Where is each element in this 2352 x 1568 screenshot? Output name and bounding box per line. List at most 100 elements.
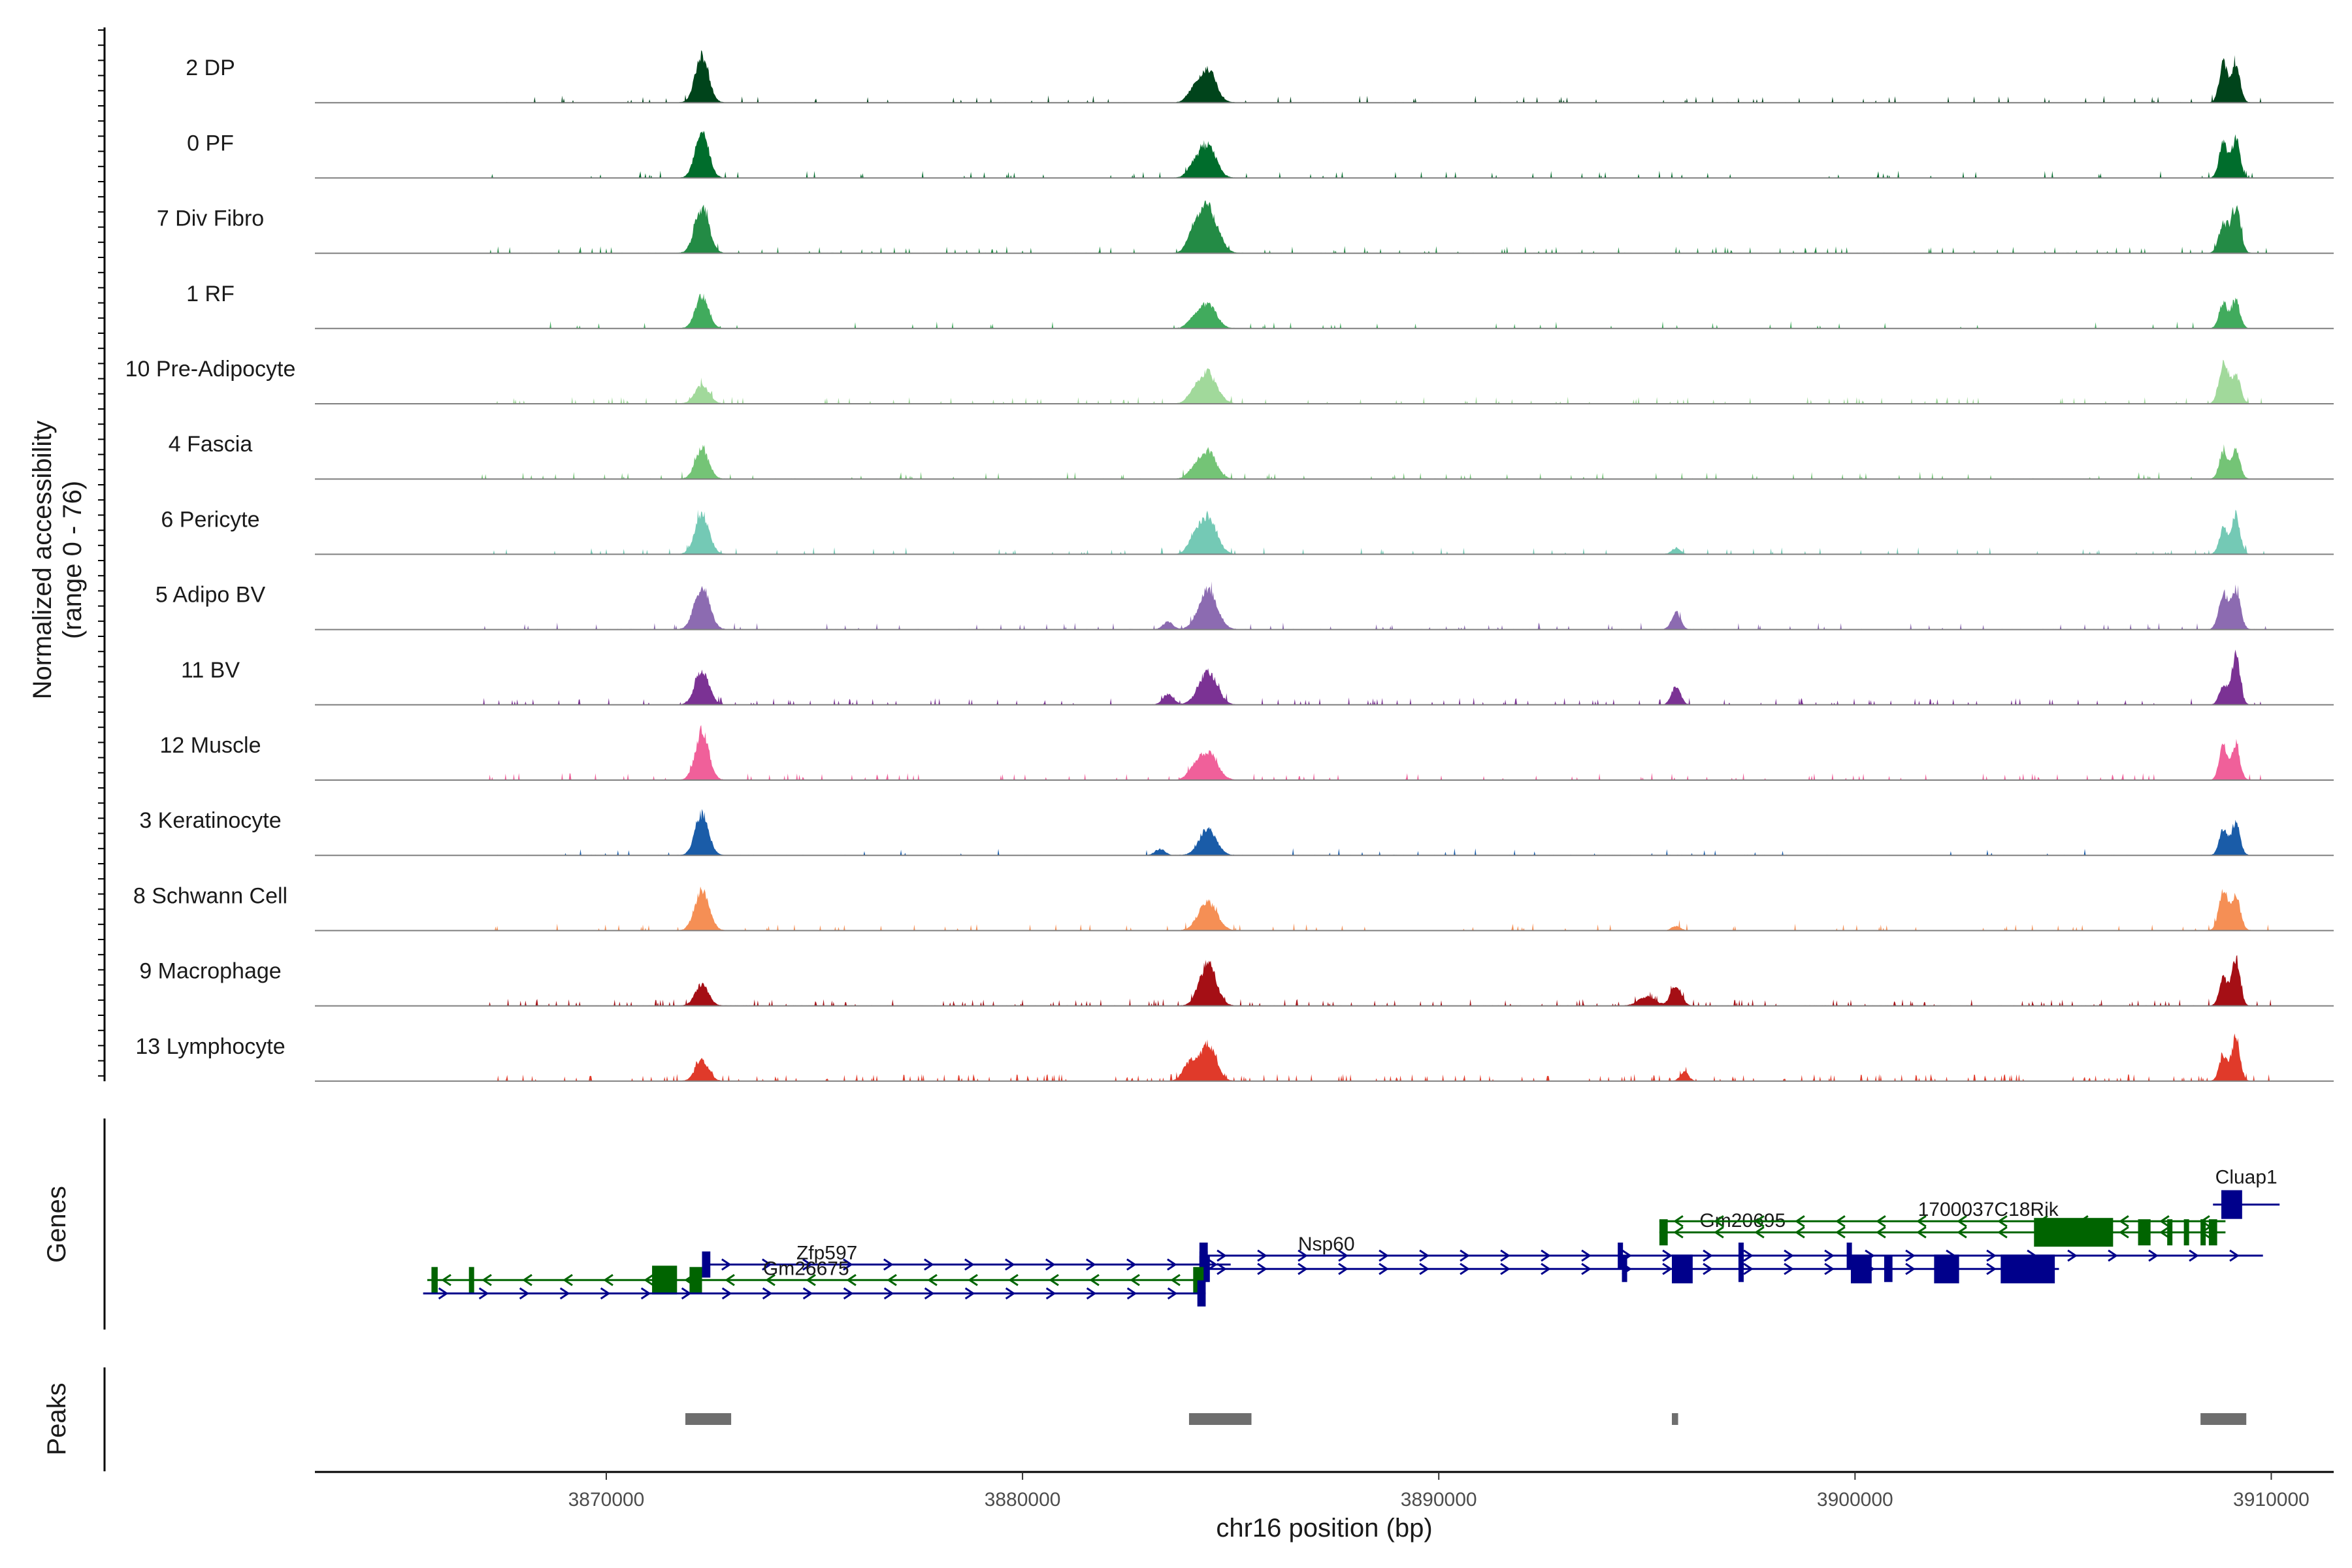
strand-arrow (1957, 1215, 1967, 1228)
strand-arrow (1743, 1249, 1754, 1262)
coverage-area (315, 293, 2272, 329)
coverage-area (315, 131, 2272, 178)
gene-exon (1622, 1256, 1627, 1282)
strand-arrow (1379, 1249, 1389, 1262)
strand-arrow (1217, 1263, 1227, 1275)
strand-arrow (1754, 1226, 1765, 1239)
x-axis-tick-label: 3880000 (985, 1489, 1061, 1511)
x-axis-tick-label: 3870000 (568, 1489, 645, 1511)
coverage-track: 9 Macrophage (139, 955, 2334, 1007)
strand-arrow (802, 1287, 813, 1299)
gene-exon (702, 1251, 711, 1278)
strand-arrow (600, 1287, 611, 1299)
strand-arrow (482, 1274, 492, 1286)
strand-arrow (1379, 1263, 1389, 1275)
strand-arrow (1743, 1263, 1754, 1275)
strand-arrow (563, 1274, 573, 1286)
strand-arrow (843, 1258, 853, 1271)
peak-region-bar (685, 1413, 732, 1425)
gene-exon (2221, 1190, 2242, 1219)
gene-model: Cluap1 (2213, 1167, 2280, 1219)
track-label: 7 Div Fibro (157, 206, 264, 231)
strand-arrow (1905, 1249, 1916, 1262)
strand-arrow (2189, 1249, 2199, 1262)
strand-arrow (802, 1258, 813, 1271)
strand-arrow (721, 1287, 732, 1299)
peak-regions (685, 1413, 2247, 1425)
coverage-area (315, 510, 2272, 555)
x-axis-tick-label: 3900000 (1817, 1489, 1893, 1511)
coverage-area (315, 201, 2272, 253)
track-label: 1 RF (186, 282, 235, 306)
strand-arrow (1008, 1274, 1019, 1286)
strand-arrow (1957, 1226, 1967, 1239)
strand-arrow (1045, 1287, 1056, 1299)
strand-arrow (1714, 1215, 1724, 1228)
strand-arrow (1541, 1249, 1551, 1262)
strand-arrow (519, 1287, 530, 1299)
strand-arrow (968, 1274, 978, 1286)
peak-region-bar (1188, 1413, 1252, 1425)
strand-arrow (1167, 1287, 1178, 1299)
coverage-area (315, 359, 2272, 404)
coverage-track: 8 Schwann Cell (133, 883, 2334, 932)
gene-exon (1671, 1254, 1693, 1284)
x-axis-title: chr16 position (bp) (1216, 1514, 1432, 1543)
coverage-area (315, 809, 2272, 856)
gene-name-label: Nsp60 (1298, 1233, 1355, 1255)
coverage-area (315, 725, 2272, 780)
strand-arrow (1986, 1263, 1997, 1275)
peak-region-bar (1671, 1413, 1678, 1425)
coverage-area (315, 444, 2272, 480)
strand-arrow (1460, 1263, 1470, 1275)
strand-arrow (640, 1287, 651, 1299)
coverage-track: 6 Pericyte (161, 507, 2334, 555)
gene-exon (1884, 1256, 1893, 1282)
coverage-track: 1 RF (186, 282, 2334, 329)
strand-arrow (2119, 1215, 2129, 1228)
strand-arrow (2078, 1215, 2089, 1228)
gene-exon (2001, 1254, 2055, 1284)
strand-arrow (1876, 1215, 1886, 1228)
strand-arrow (2159, 1215, 2170, 1228)
track-label: 12 Muscle (160, 733, 261, 758)
strand-arrow (1997, 1226, 2008, 1239)
strand-arrow (1086, 1287, 1097, 1299)
coverage-track: 0 PF (187, 131, 2334, 179)
strand-arrow (1784, 1263, 1794, 1275)
strand-arrow (1126, 1258, 1137, 1271)
strand-arrow (1916, 1215, 1927, 1228)
strand-arrow (1905, 1263, 1916, 1275)
strand-arrow (1130, 1274, 1140, 1286)
strand-arrow (1824, 1263, 1835, 1275)
strand-arrow (1541, 1263, 1551, 1275)
strand-arrow (2148, 1249, 2159, 1262)
gene-exon (2200, 1219, 2206, 1246)
gene-model: 1700037C18Rik (1659, 1199, 2226, 1228)
gene-exon (1850, 1254, 1872, 1284)
strand-arrow (2229, 1249, 2240, 1262)
strand-arrow (1005, 1258, 1015, 1271)
strand-arrow (1673, 1226, 1684, 1239)
gene-exon (431, 1267, 438, 1294)
x-axis-tick-label: 3910000 (2233, 1489, 2310, 1511)
strand-arrow (964, 1258, 975, 1271)
gene-models: Zfp597 Nsp60Gm26675Gm206951700037C18RikCl… (423, 1167, 2280, 1307)
coverage-area (315, 955, 2272, 1006)
strand-arrow (1045, 1258, 1056, 1271)
gene-exon (2138, 1219, 2151, 1246)
strand-arrow (441, 1274, 451, 1286)
strand-arrow (559, 1287, 570, 1299)
gene-name-label: Cluap1 (2215, 1167, 2278, 1188)
strand-arrow (1089, 1274, 1100, 1286)
strand-arrow (806, 1274, 816, 1286)
strand-arrow (1170, 1274, 1181, 1286)
strand-arrow (1257, 1263, 1267, 1275)
strand-arrow (478, 1287, 489, 1299)
coverage-track: 3 Keratinocyte (139, 808, 2334, 857)
coverage-track: 13 Lymphocyte (135, 1033, 2334, 1082)
strand-arrow (1835, 1215, 1846, 1228)
gene-model (423, 1280, 1206, 1307)
track-label: 13 Lymphocyte (135, 1034, 285, 1059)
track-label: 6 Pericyte (161, 507, 259, 532)
